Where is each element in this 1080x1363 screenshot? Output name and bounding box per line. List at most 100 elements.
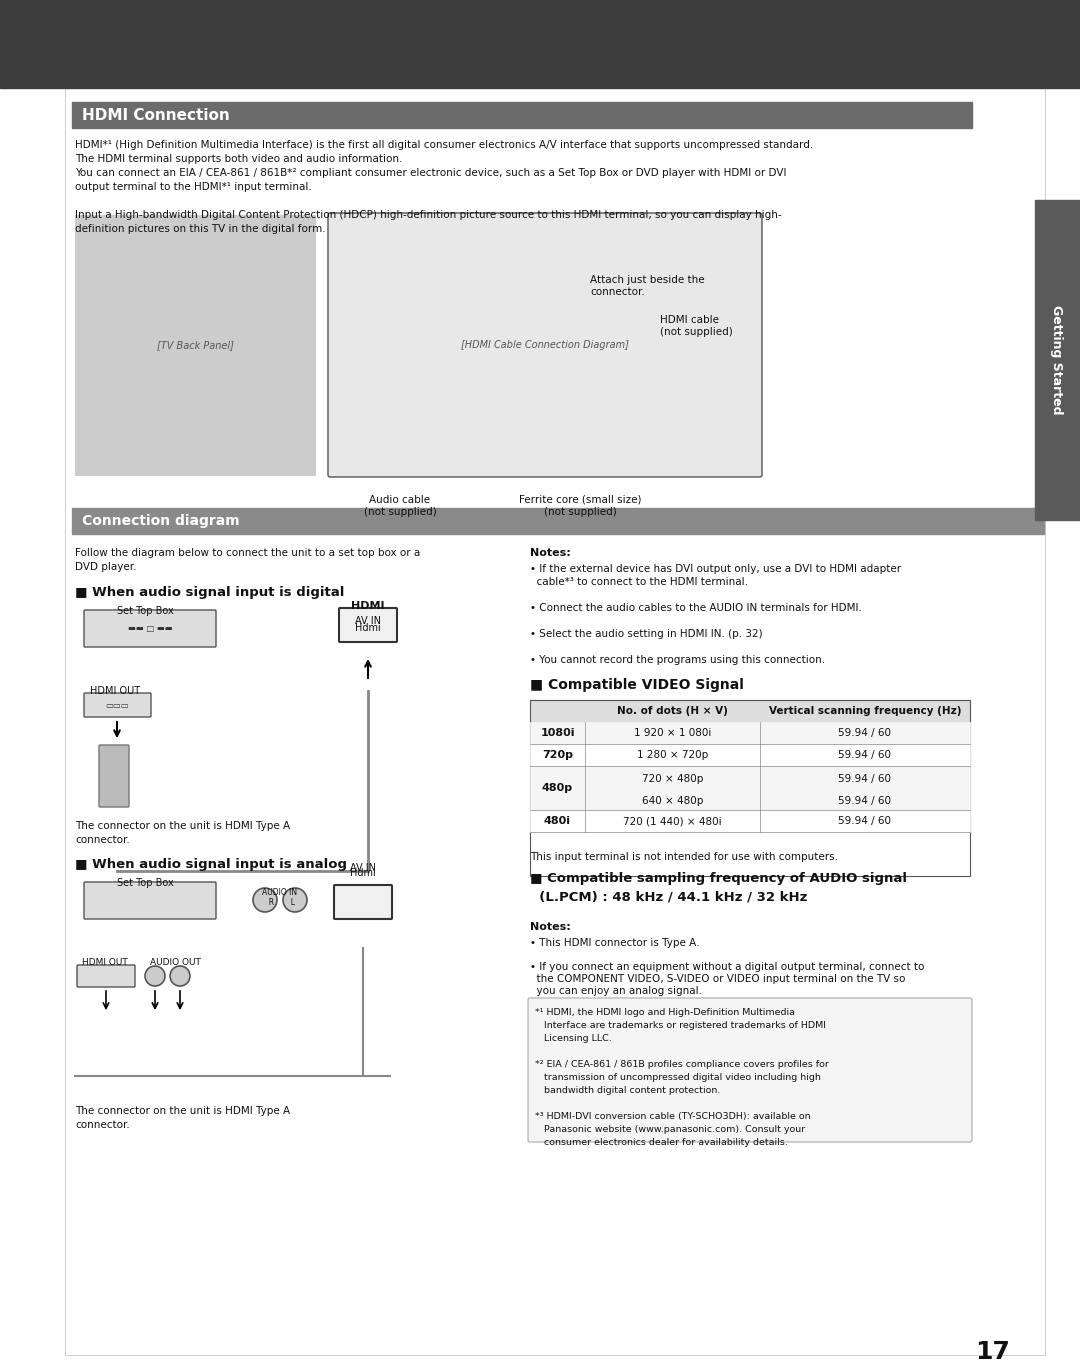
Text: 59.94 / 60: 59.94 / 60 (838, 816, 891, 826)
Text: *¹ HDMI, the HDMI logo and High-Definition Multimedia: *¹ HDMI, the HDMI logo and High-Definiti… (535, 1009, 795, 1017)
FancyBboxPatch shape (339, 608, 397, 642)
Text: AV IN: AV IN (355, 616, 381, 626)
Bar (75, 215, 315, 474)
Text: output terminal to the HDMI*¹ input terminal.: output terminal to the HDMI*¹ input term… (75, 183, 312, 192)
Text: This input terminal is not intended for use with computers.: This input terminal is not intended for … (530, 852, 838, 861)
Text: Attach just beside the
connector.: Attach just beside the connector. (590, 275, 704, 297)
Text: Set Top Box: Set Top Box (117, 607, 174, 616)
Text: cable*³ to connect to the HDMI terminal.: cable*³ to connect to the HDMI terminal. (530, 577, 748, 587)
Text: connector.: connector. (75, 836, 130, 845)
Text: HDMI OUT: HDMI OUT (90, 686, 140, 696)
FancyBboxPatch shape (84, 611, 216, 647)
Text: Hdmi: Hdmi (355, 623, 381, 632)
Circle shape (253, 889, 276, 912)
Text: definition pictures on this TV in the digital form.: definition pictures on this TV in the di… (75, 224, 326, 234)
Text: Follow the diagram below to connect the unit to a set top box or a: Follow the diagram below to connect the … (75, 548, 420, 557)
Text: Set Top Box: Set Top Box (117, 878, 174, 889)
Bar (530, 766, 970, 810)
Text: ■ When audio signal input is analog: ■ When audio signal input is analog (75, 857, 347, 871)
Text: transmission of uncompressed digital video including high: transmission of uncompressed digital vid… (535, 1073, 821, 1082)
FancyBboxPatch shape (328, 213, 762, 477)
Text: HDMI cable
(not supplied): HDMI cable (not supplied) (660, 315, 732, 337)
Text: Hdmi: Hdmi (350, 868, 376, 878)
Text: • If you connect an equipment without a digital output terminal, connect to: • If you connect an equipment without a … (530, 962, 924, 972)
Bar (1035, 200, 1080, 521)
Text: Connection diagram: Connection diagram (82, 514, 240, 527)
Bar (530, 701, 970, 876)
Text: connector.: connector. (75, 1120, 130, 1130)
Text: bandwidth digital content protection.: bandwidth digital content protection. (535, 1086, 720, 1094)
Text: 59.94 / 60: 59.94 / 60 (838, 774, 891, 784)
Text: • You cannot record the programs using this connection.: • You cannot record the programs using t… (530, 656, 825, 665)
FancyBboxPatch shape (84, 692, 151, 717)
Text: 480i: 480i (544, 816, 571, 826)
Bar (530, 744, 970, 766)
Text: *³ HDMI-DVI conversion cable (TY-SCHO3DH): available on: *³ HDMI-DVI conversion cable (TY-SCHO3DH… (535, 1112, 811, 1120)
Text: AUDIO OUT: AUDIO OUT (149, 958, 201, 966)
Circle shape (283, 889, 307, 912)
Text: 59.94 / 60: 59.94 / 60 (838, 796, 891, 806)
Text: 59.94 / 60: 59.94 / 60 (838, 728, 891, 737)
Text: ■ Compatible VIDEO Signal: ■ Compatible VIDEO Signal (530, 677, 744, 692)
Text: The connector on the unit is HDMI Type A: The connector on the unit is HDMI Type A (75, 1105, 291, 1116)
Text: Vertical scanning frequency (Hz): Vertical scanning frequency (Hz) (769, 706, 961, 716)
Text: you can enjoy an analog signal.: you can enjoy an analog signal. (530, 985, 702, 996)
Text: Input a High-bandwidth Digital Content Protection (HDCP) high-definition picture: Input a High-bandwidth Digital Content P… (75, 210, 782, 219)
Text: Interface are trademarks or registered trademarks of HDMI: Interface are trademarks or registered t… (535, 1021, 826, 1030)
Text: 720 (1 440) × 480i: 720 (1 440) × 480i (623, 816, 721, 826)
Text: • Select the audio setting in HDMI IN. (p. 32): • Select the audio setting in HDMI IN. (… (530, 628, 762, 639)
Text: • This HDMI connector is Type A.: • This HDMI connector is Type A. (530, 938, 700, 949)
FancyBboxPatch shape (334, 885, 392, 919)
Bar (72, 508, 1044, 534)
Text: Panasonic website (www.panasonic.com). Consult your: Panasonic website (www.panasonic.com). C… (535, 1124, 806, 1134)
Text: AUDIO IN
  R       L: AUDIO IN R L (262, 889, 298, 908)
Text: Notes:: Notes: (530, 921, 570, 932)
Bar (530, 810, 970, 831)
Bar (530, 722, 970, 744)
Text: ▭▭▭: ▭▭▭ (105, 702, 129, 710)
Text: ■ When audio signal input is digital: ■ When audio signal input is digital (75, 586, 345, 598)
Text: [HDMI Cable Connection Diagram]: [HDMI Cable Connection Diagram] (461, 339, 629, 350)
Text: 720p: 720p (542, 750, 573, 761)
Text: 720 × 480p: 720 × 480p (642, 774, 703, 784)
Text: HDMI Connection: HDMI Connection (82, 108, 230, 123)
Text: Licensing LLC.: Licensing LLC. (535, 1035, 611, 1043)
Text: 59.94 / 60: 59.94 / 60 (838, 750, 891, 761)
FancyBboxPatch shape (77, 965, 135, 987)
Text: HDMI: HDMI (351, 601, 384, 611)
Text: AV IN: AV IN (350, 863, 376, 872)
Text: • Connect the audio cables to the AUDIO IN terminals for HDMI.: • Connect the audio cables to the AUDIO … (530, 602, 862, 613)
Text: Getting Started: Getting Started (1051, 305, 1064, 414)
Text: 1 920 × 1 080i: 1 920 × 1 080i (634, 728, 712, 737)
Text: 17: 17 (975, 1340, 1010, 1363)
Text: the COMPONENT VIDEO, S-VIDEO or VIDEO input terminal on the TV so: the COMPONENT VIDEO, S-VIDEO or VIDEO in… (530, 975, 905, 984)
Text: DVD player.: DVD player. (75, 562, 136, 572)
Bar (0, 0, 1080, 89)
Text: HDMI*¹ (High Definition Multimedia Interface) is the first all digital consumer : HDMI*¹ (High Definition Multimedia Inter… (75, 140, 813, 150)
Bar (530, 701, 970, 722)
Circle shape (170, 966, 190, 985)
Text: 640 × 480p: 640 × 480p (642, 796, 703, 806)
Text: ■ Compatible sampling frequency of AUDIO signal: ■ Compatible sampling frequency of AUDIO… (530, 872, 907, 885)
Text: 1080i: 1080i (540, 728, 575, 737)
Text: No. of dots (H × V): No. of dots (H × V) (617, 706, 728, 716)
Text: Ferrite core (small size)
(not supplied): Ferrite core (small size) (not supplied) (518, 495, 642, 517)
Text: consumer electronics dealer for availability details.: consumer electronics dealer for availabi… (535, 1138, 787, 1148)
Text: 1 280 × 720p: 1 280 × 720p (637, 750, 708, 761)
Text: HDMI OUT: HDMI OUT (82, 958, 127, 966)
FancyBboxPatch shape (99, 746, 129, 807)
Circle shape (145, 966, 165, 985)
Text: *² EIA / CEA-861 / 861B profiles compliance covers profiles for: *² EIA / CEA-861 / 861B profiles complia… (535, 1060, 828, 1069)
Text: Notes:: Notes: (530, 548, 570, 557)
Text: [TV Back Panel]: [TV Back Panel] (157, 339, 233, 350)
Text: 480p: 480p (542, 782, 573, 793)
Text: ▬▬ □ ▬▬: ▬▬ □ ▬▬ (127, 623, 173, 632)
Text: The connector on the unit is HDMI Type A: The connector on the unit is HDMI Type A (75, 821, 291, 831)
Text: Audio cable
(not supplied): Audio cable (not supplied) (364, 495, 436, 517)
Text: The HDMI terminal supports both video and audio information.: The HDMI terminal supports both video an… (75, 154, 403, 164)
Bar (72, 102, 972, 128)
Text: You can connect an EIA / CEA-861 / 861B*² compliant consumer electronic device, : You can connect an EIA / CEA-861 / 861B*… (75, 168, 786, 179)
FancyBboxPatch shape (84, 882, 216, 919)
Text: • If the external device has DVI output only, use a DVI to HDMI adapter: • If the external device has DVI output … (530, 564, 901, 574)
FancyBboxPatch shape (528, 998, 972, 1142)
